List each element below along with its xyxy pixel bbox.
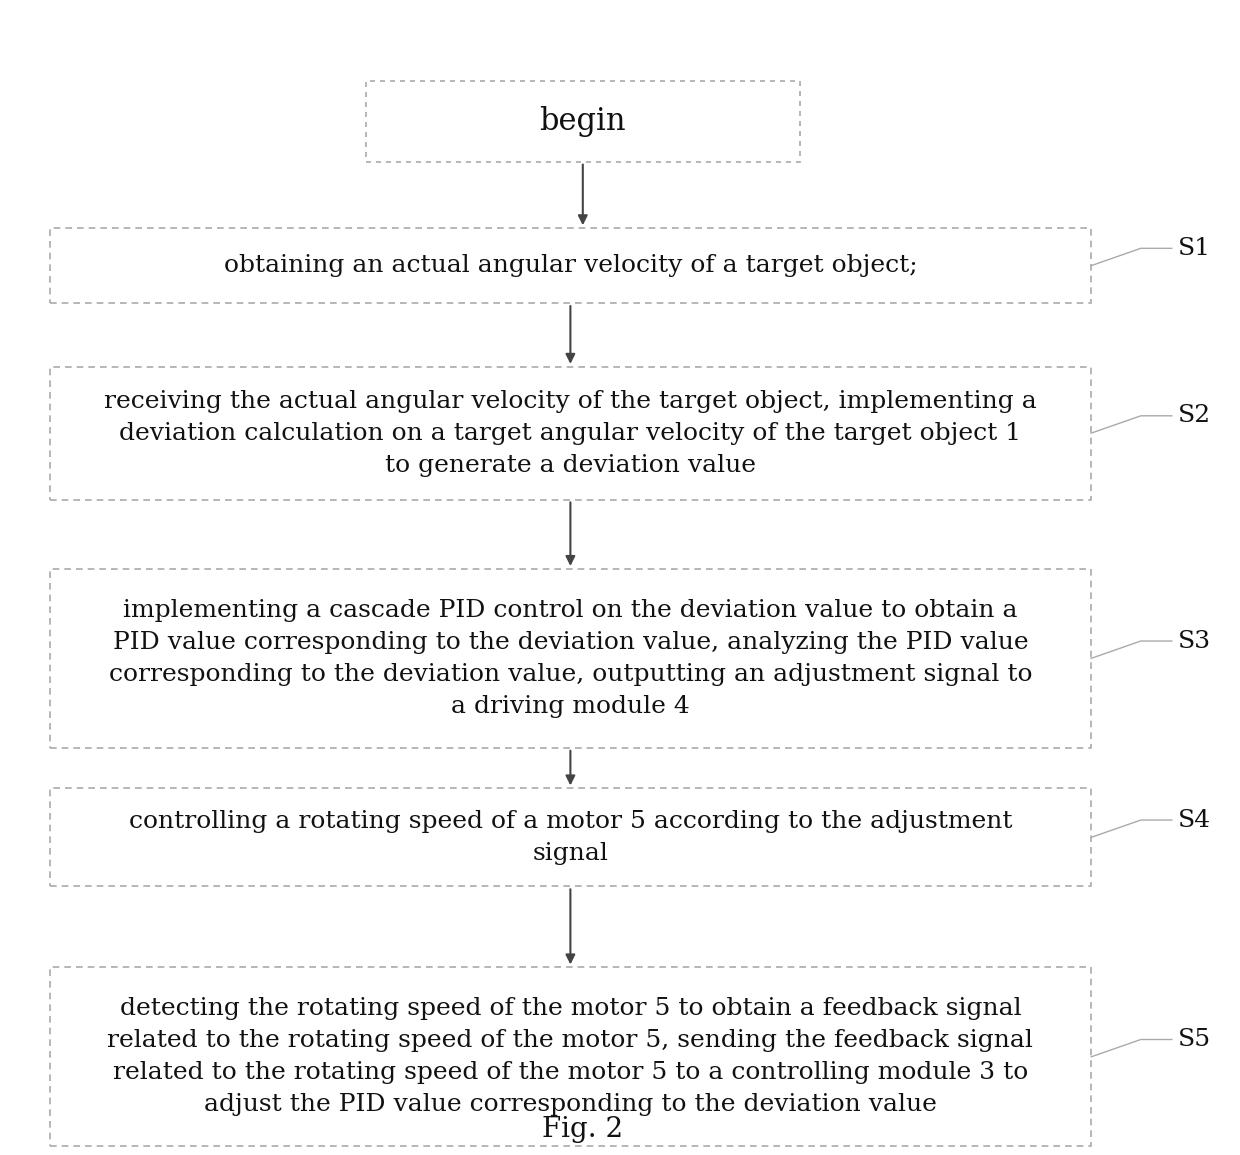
Bar — [50, 968, 1091, 1146]
Text: obtaining an actual angular velocity of a target object;: obtaining an actual angular velocity of … — [223, 254, 918, 277]
Text: receiving the actual angular velocity of the target object, implementing a
devia: receiving the actual angular velocity of… — [104, 389, 1037, 477]
Text: detecting the rotating speed of the motor 5 to obtain a feedback signal
related : detecting the rotating speed of the moto… — [108, 997, 1033, 1117]
Bar — [50, 229, 1091, 303]
Text: Fig. 2: Fig. 2 — [542, 1117, 624, 1143]
Text: controlling a rotating speed of a motor 5 according to the adjustment
signal: controlling a rotating speed of a motor … — [129, 810, 1012, 865]
Text: begin: begin — [539, 106, 626, 136]
Bar — [366, 81, 800, 162]
Bar — [50, 569, 1091, 748]
Text: S2: S2 — [1178, 404, 1211, 427]
Text: S5: S5 — [1178, 1028, 1211, 1051]
Text: S4: S4 — [1178, 808, 1211, 832]
Bar — [50, 788, 1091, 887]
Text: S3: S3 — [1178, 629, 1211, 653]
Text: implementing a cascade PID control on the deviation value to obtain a
PID value : implementing a cascade PID control on th… — [109, 598, 1032, 718]
Text: S1: S1 — [1178, 237, 1211, 260]
Bar — [50, 367, 1091, 499]
